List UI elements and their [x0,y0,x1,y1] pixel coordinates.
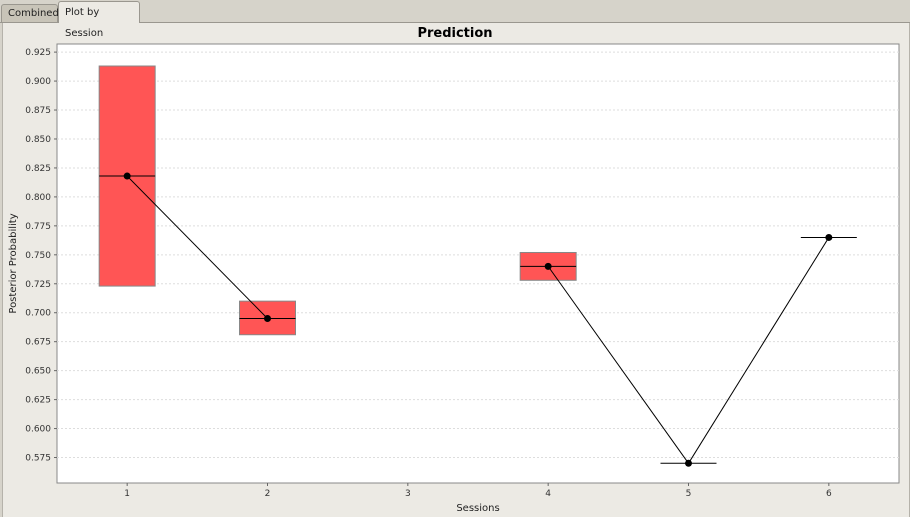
x-axis-label: Sessions [456,503,499,514]
y-tick-label: 0.700 [25,309,51,319]
y-tick-label: 0.925 [25,48,51,58]
median-point [264,315,271,323]
series-segment [126,175,268,319]
y-tick-label: 0.675 [25,338,51,348]
x-tick-label: 2 [265,489,271,499]
y-tick-label: 0.875 [25,106,51,116]
tab-bar-divider [0,22,910,23]
y-tick-label: 0.750 [25,251,51,261]
series-segment [547,266,689,464]
x-tick-label: 3 [405,489,411,499]
y-tick-label: 0.725 [25,280,51,290]
median-point [544,262,552,270]
y-tick-label: 0.575 [25,454,51,464]
plot-area [56,43,900,484]
y-tick-label: 0.825 [25,164,51,174]
y-tick-label: 0.625 [25,396,51,406]
x-tick-label: 4 [545,489,551,499]
y-tick-label: 0.650 [25,367,51,377]
x-tick-label: 5 [686,489,692,499]
series-segment [688,237,830,464]
chart-title: Prediction [417,26,493,41]
x-tick-label: 1 [124,489,130,499]
y-tick-label: 0.600 [25,425,51,435]
y-tick-label: 0.775 [25,222,51,232]
median-point [123,172,131,180]
median-point [685,459,692,467]
tab-plot-by-session[interactable]: Plot by Session [58,1,140,39]
x-tick-label: 6 [826,489,832,499]
y-axis-label: Posterior Probability [8,213,19,313]
y-tick-label: 0.900 [25,77,51,87]
y-tick-label: 0.850 [25,135,51,145]
median-point [825,233,833,241]
y-tick-label: 0.800 [25,193,51,203]
tab-combined[interactable]: Combined [1,4,59,22]
tab-bar: Combined Plot by Session [0,0,910,39]
